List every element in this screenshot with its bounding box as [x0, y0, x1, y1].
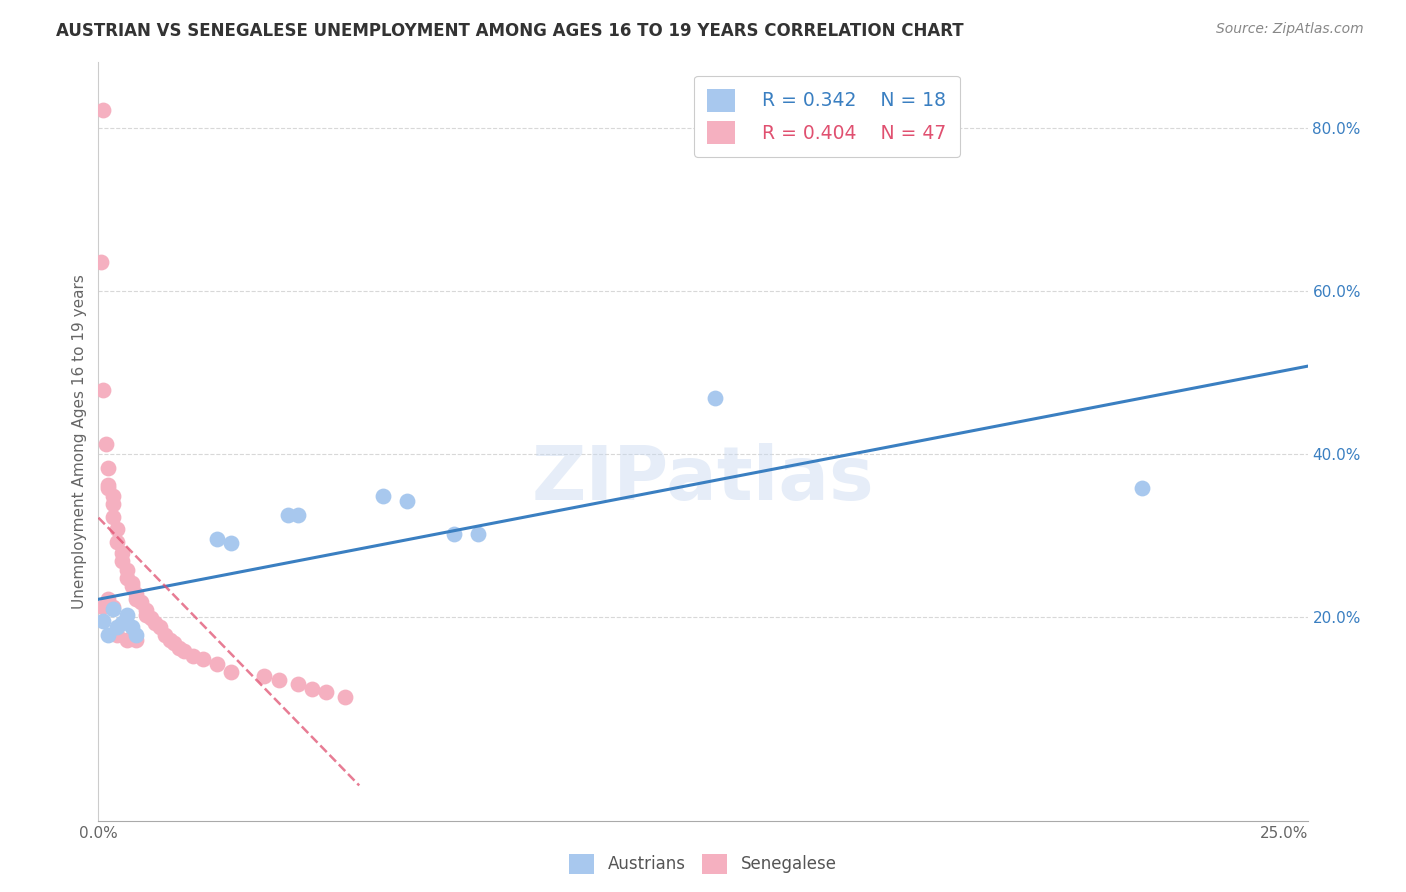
Point	[101, 489, 124, 503]
Point	[205, 533, 228, 547]
Point	[135, 603, 157, 617]
Point	[287, 508, 309, 522]
Text: AUSTRIAN VS SENEGALESE UNEMPLOYMENT AMONG AGES 16 TO 19 YEARS CORRELATION CHART: AUSTRIAN VS SENEGALESE UNEMPLOYMENT AMON…	[56, 22, 965, 40]
Point	[115, 562, 138, 576]
Point	[105, 522, 128, 536]
Point	[443, 526, 465, 541]
Point	[91, 103, 114, 117]
Text: ZIPatlas: ZIPatlas	[531, 443, 875, 516]
Point	[395, 494, 418, 508]
Point	[121, 579, 143, 593]
Point	[115, 632, 138, 647]
Point	[173, 644, 195, 658]
Point	[167, 640, 190, 655]
Point	[91, 614, 114, 628]
Point	[125, 628, 148, 642]
Point	[129, 595, 152, 609]
Point	[163, 636, 186, 650]
Point	[135, 608, 157, 623]
Point	[115, 571, 138, 585]
Point	[105, 619, 128, 633]
Point	[101, 510, 124, 524]
Point	[149, 619, 172, 633]
Point	[467, 526, 489, 541]
Point	[97, 591, 120, 606]
Point	[1130, 481, 1153, 495]
Point	[125, 632, 148, 647]
Point	[111, 554, 134, 568]
Point	[267, 673, 290, 688]
Point	[333, 690, 356, 704]
Legend: Austrians, Senegalese: Austrians, Senegalese	[562, 847, 844, 880]
Point	[315, 685, 337, 699]
Point	[111, 546, 134, 560]
Point	[125, 587, 148, 601]
Point	[219, 536, 242, 550]
Point	[91, 600, 114, 615]
Point	[105, 534, 128, 549]
Point	[97, 461, 120, 475]
Point	[371, 489, 394, 503]
Point	[97, 628, 120, 642]
Y-axis label: Unemployment Among Ages 16 to 19 years: Unemployment Among Ages 16 to 19 years	[72, 274, 87, 609]
Point	[153, 628, 176, 642]
Point	[97, 477, 120, 491]
Point	[111, 616, 134, 631]
Point	[125, 591, 148, 606]
Point	[301, 681, 323, 696]
Point	[205, 657, 228, 672]
Point	[277, 508, 299, 522]
Point	[219, 665, 242, 680]
Point	[121, 619, 143, 633]
Point	[101, 601, 124, 615]
Point	[181, 648, 204, 663]
Point	[287, 676, 309, 690]
Point	[91, 383, 114, 397]
Point	[90, 255, 112, 269]
Point	[139, 611, 162, 625]
Point	[143, 616, 166, 631]
Point	[191, 652, 214, 666]
Point	[159, 632, 181, 647]
Point	[115, 608, 138, 623]
Point	[703, 392, 725, 406]
Point	[94, 437, 117, 451]
Point	[97, 481, 120, 495]
Point	[121, 575, 143, 590]
Point	[101, 497, 124, 511]
Point	[105, 628, 128, 642]
Point	[253, 668, 276, 682]
Point	[101, 600, 124, 615]
Text: Source: ZipAtlas.com: Source: ZipAtlas.com	[1216, 22, 1364, 37]
